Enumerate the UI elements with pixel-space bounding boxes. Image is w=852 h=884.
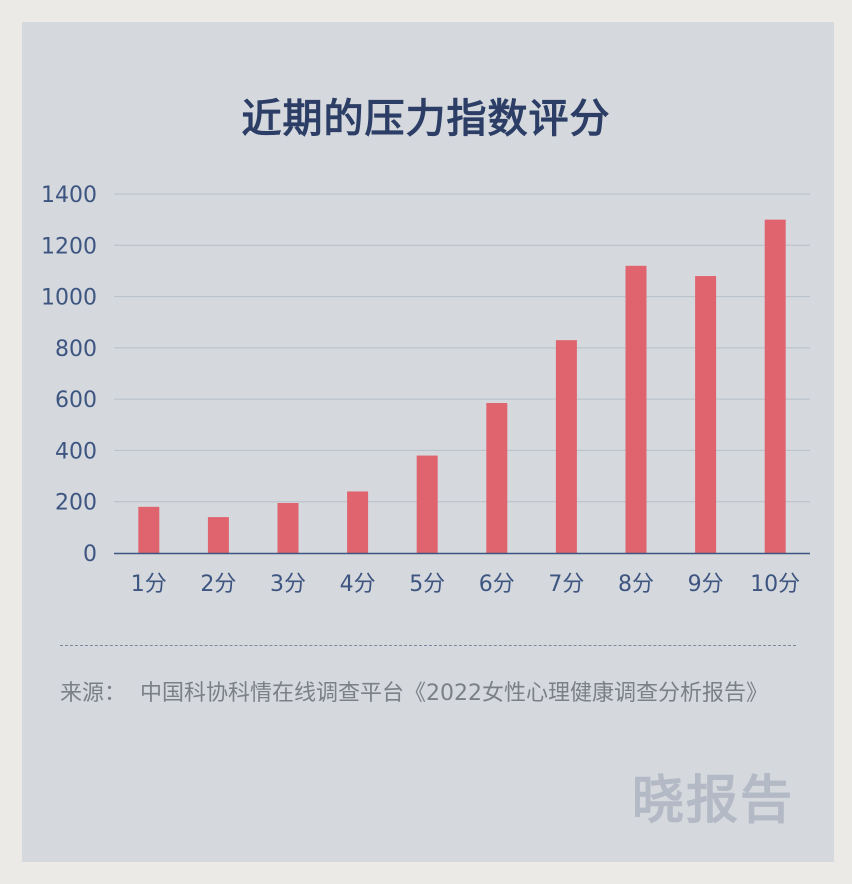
bar <box>207 517 229 553</box>
bar <box>695 276 717 553</box>
y-tick-label: 1000 <box>41 286 97 311</box>
bar <box>555 340 577 553</box>
y-tick-label: 600 <box>55 388 97 413</box>
y-tick-label: 800 <box>55 337 97 362</box>
x-tick-label: 10分 <box>750 572 800 597</box>
bar <box>347 491 369 553</box>
bar <box>625 265 647 553</box>
bar <box>486 402 508 553</box>
bar <box>277 502 299 553</box>
x-tick-label: 7分 <box>548 572 584 597</box>
source-label: 来源： <box>60 681 127 706</box>
x-axis-ticks: 1分 2分 3分 4分 5分 6分 7分 8分 9分 10分 <box>131 572 800 597</box>
brand-logo: 晓报告 <box>631 771 794 831</box>
bar <box>416 455 438 553</box>
x-tick-label: 8分 <box>618 572 654 597</box>
source-text: 中国科协科情在线调查平台《2022女性心理健康调查分析报告》 <box>140 681 768 706</box>
bar <box>764 219 786 553</box>
chart-title: 近期的压力指数评分 <box>241 95 611 142</box>
divider <box>60 645 796 646</box>
x-tick-label: 4分 <box>340 572 376 597</box>
x-tick-label: 1分 <box>131 572 167 597</box>
y-tick-label: 0 <box>83 542 97 567</box>
x-tick-label: 9分 <box>688 572 724 597</box>
y-tick-label: 1400 <box>41 183 97 208</box>
x-tick-label: 5分 <box>409 572 445 597</box>
bar <box>138 506 160 553</box>
y-tick-label: 400 <box>55 439 97 464</box>
y-tick-label: 1200 <box>41 234 97 259</box>
y-tick-label: 200 <box>55 491 97 516</box>
grid-lines <box>114 193 810 503</box>
x-tick-label: 6分 <box>479 572 515 597</box>
x-tick-label: 2分 <box>200 572 236 597</box>
bars <box>138 219 786 553</box>
y-axis-ticks: 0 200 400 600 800 1000 1200 1400 <box>41 183 97 567</box>
x-tick-label: 3分 <box>270 572 306 597</box>
